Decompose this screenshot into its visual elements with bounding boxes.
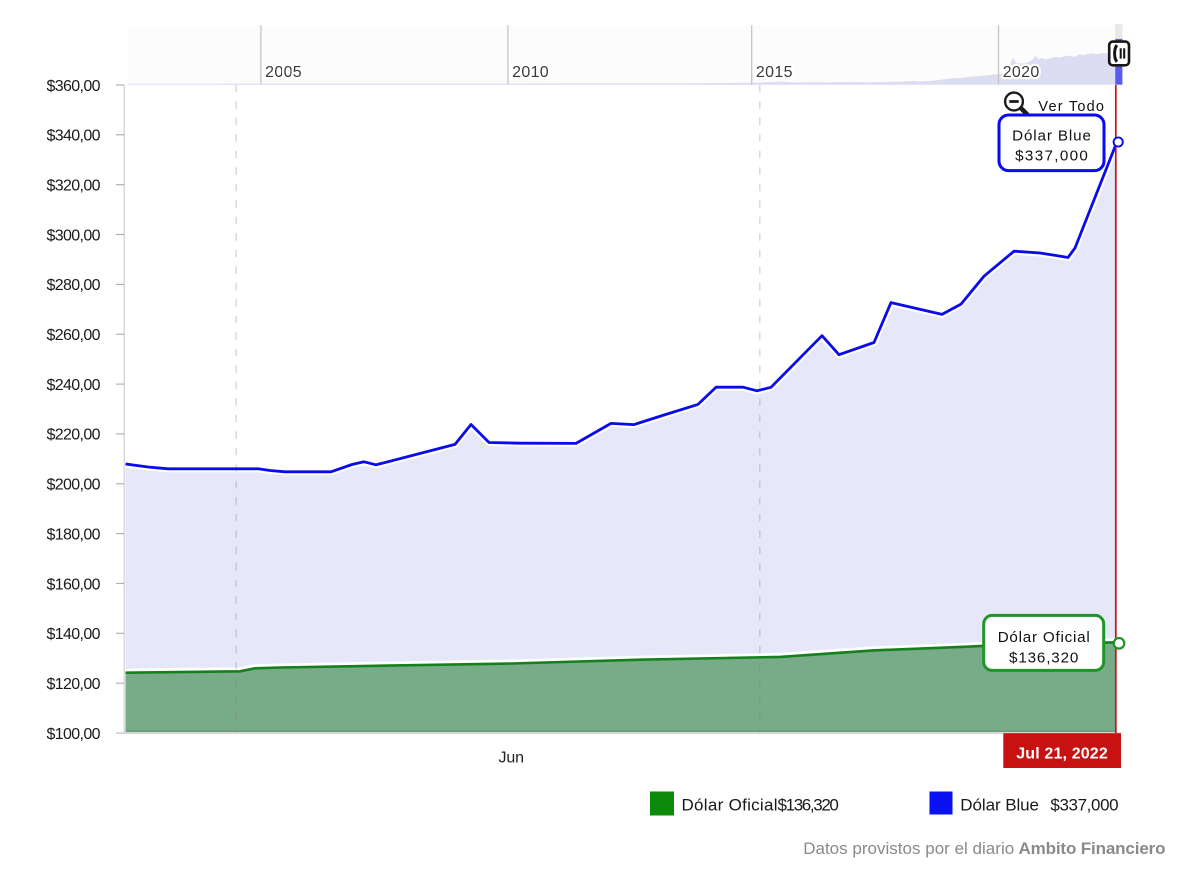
svg-text:2015: 2015 bbox=[756, 64, 793, 81]
svg-text:$136,320: $136,320 bbox=[778, 796, 839, 815]
svg-text:$300,00: $300,00 bbox=[47, 227, 101, 244]
svg-text:$360,00: $360,00 bbox=[47, 78, 101, 95]
svg-text:Ambito Financiero: Ambito Financiero bbox=[1019, 839, 1166, 858]
svg-text:$337,000: $337,000 bbox=[1050, 796, 1118, 815]
svg-text:Dólar Oficial: Dólar Oficial bbox=[998, 629, 1090, 646]
svg-text:Jun: Jun bbox=[499, 750, 525, 767]
svg-text:$260,00: $260,00 bbox=[47, 327, 101, 344]
svg-text:$240,00: $240,00 bbox=[47, 377, 101, 394]
svg-text:$136,320: $136,320 bbox=[1009, 649, 1078, 666]
svg-text:Datos provistos por el diario: Datos provistos por el diario bbox=[803, 839, 1014, 858]
svg-text:$280,00: $280,00 bbox=[47, 277, 101, 294]
svg-text:$200,00: $200,00 bbox=[47, 477, 101, 494]
svg-text:2010: 2010 bbox=[512, 64, 549, 81]
svg-text:$340,00: $340,00 bbox=[47, 128, 101, 145]
svg-text:Jul 21, 2022: Jul 21, 2022 bbox=[1016, 746, 1108, 763]
svg-text:$140,00: $140,00 bbox=[47, 626, 101, 643]
svg-text:$100,00: $100,00 bbox=[47, 726, 101, 743]
svg-text:$120,00: $120,00 bbox=[47, 676, 101, 693]
svg-text:$320,00: $320,00 bbox=[47, 178, 101, 195]
svg-text:2005: 2005 bbox=[265, 64, 302, 81]
svg-text:$180,00: $180,00 bbox=[47, 526, 101, 543]
svg-text:Dólar Blue: Dólar Blue bbox=[1012, 127, 1091, 144]
svg-text:Dólar Blue: Dólar Blue bbox=[960, 796, 1039, 815]
svg-text:$220,00: $220,00 bbox=[47, 427, 101, 444]
svg-text:$337,000: $337,000 bbox=[1015, 147, 1088, 164]
svg-text:$160,00: $160,00 bbox=[47, 576, 101, 593]
svg-text:Ver Todo: Ver Todo bbox=[1038, 99, 1104, 115]
svg-text:Dólar Oficial: Dólar Oficial bbox=[682, 796, 778, 815]
svg-text:2020: 2020 bbox=[1003, 64, 1040, 81]
